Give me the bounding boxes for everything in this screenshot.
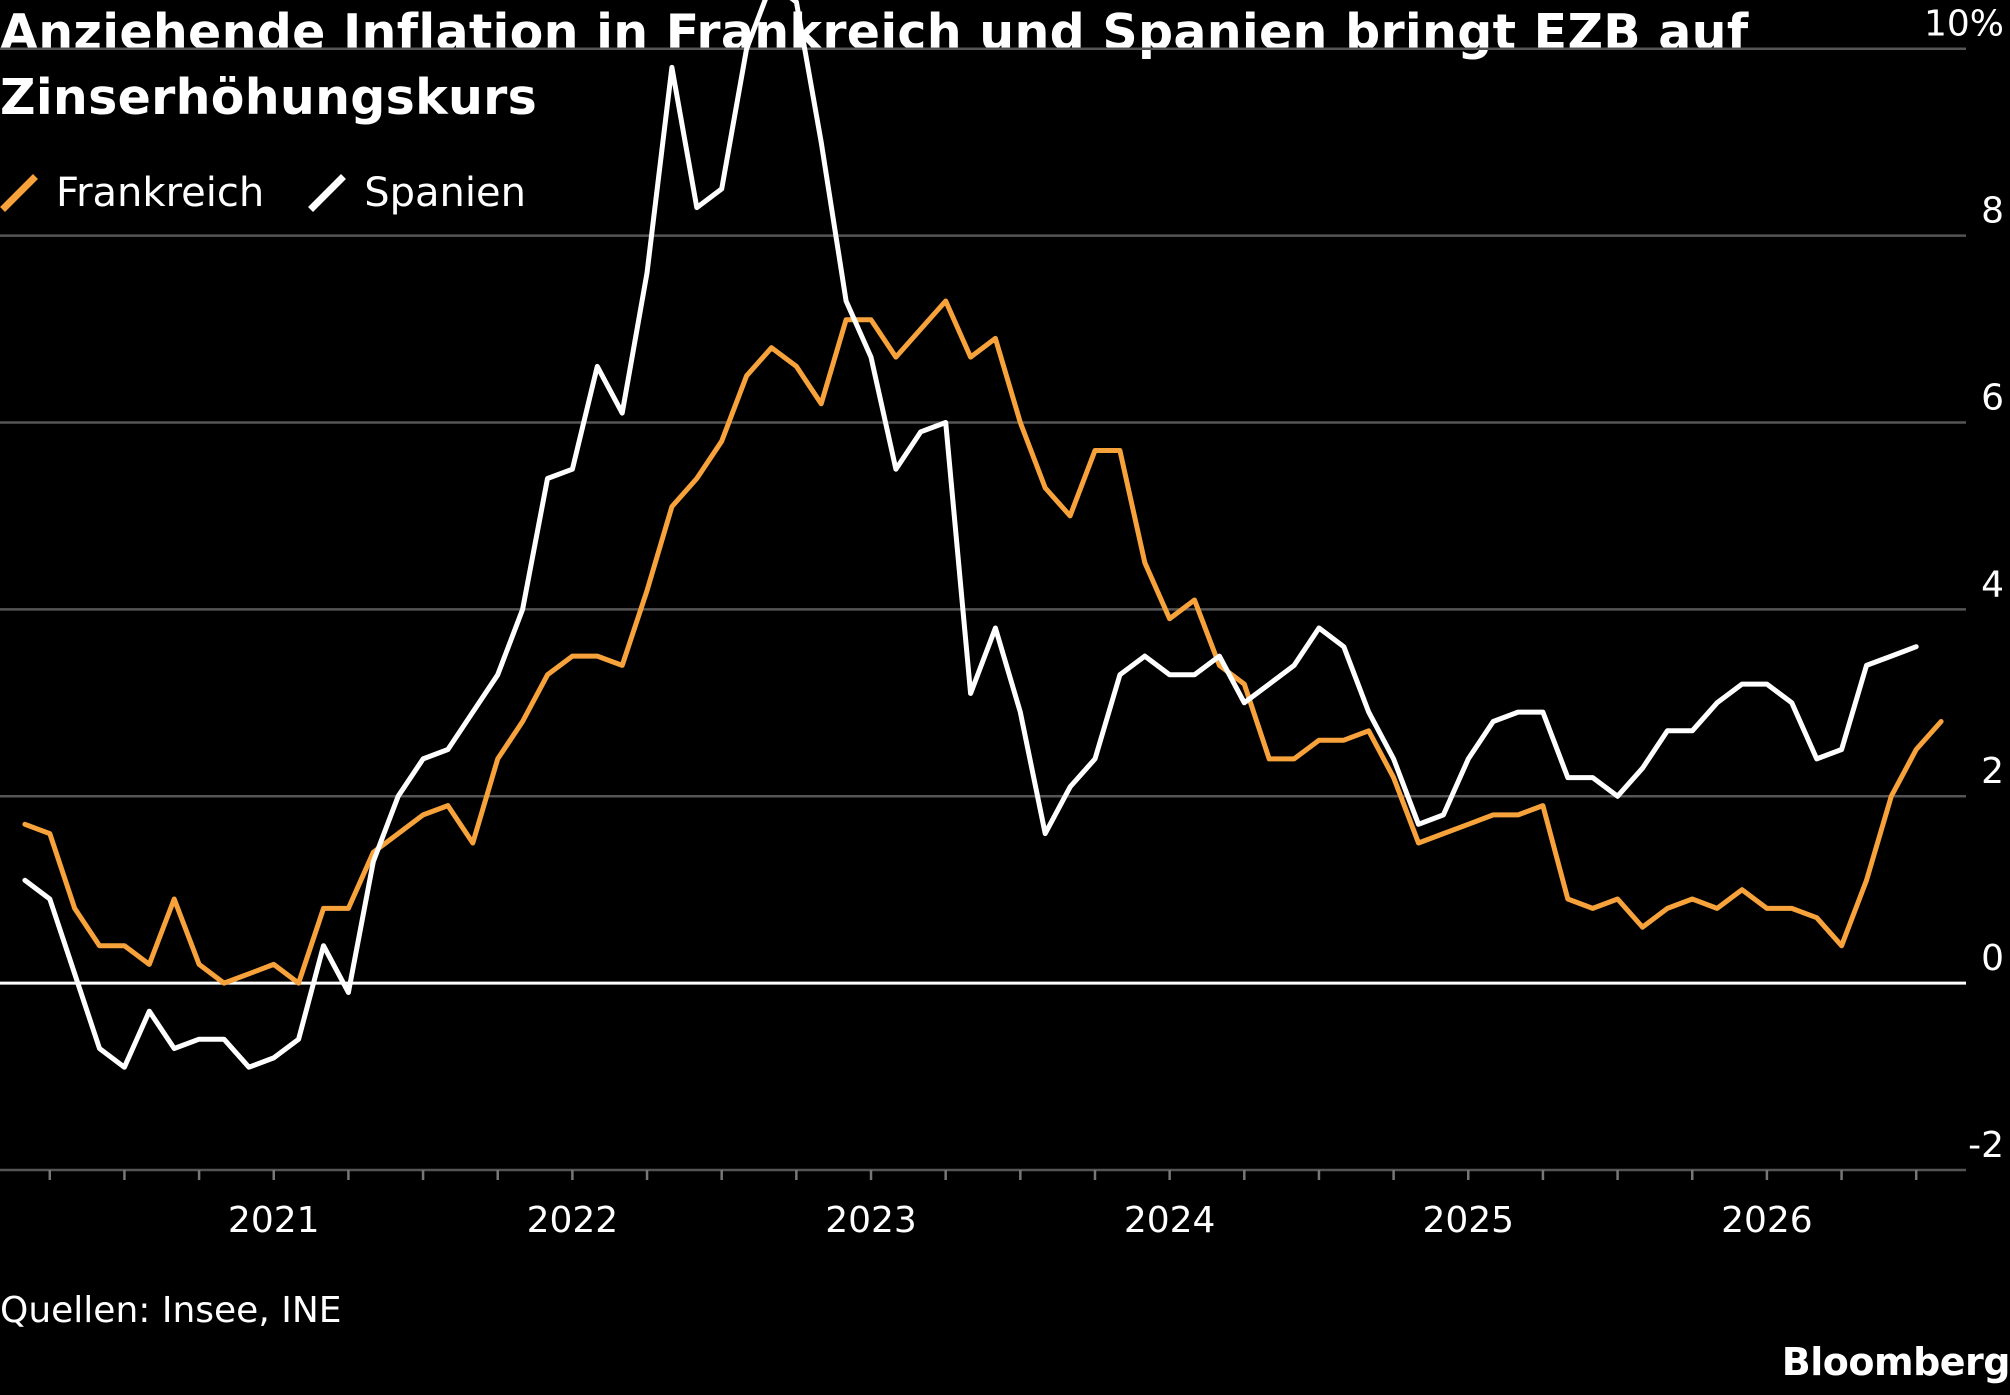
y-axis-labels: 10% 8 6 4 2 0 -2 <box>1924 4 2004 1166</box>
x-tick-label: 2026 <box>1721 1200 1813 1241</box>
y-tick-label: 4 <box>1981 564 2004 605</box>
legend-item-spanien: Spanien <box>308 170 526 216</box>
legend-label-frankreich: Frankreich <box>56 170 265 216</box>
y-tick-label: 0 <box>1981 938 2004 979</box>
grid-lines <box>0 47 1966 1172</box>
x-tick-label: 2023 <box>825 1200 917 1241</box>
y-tick-label: 2 <box>1981 751 2004 792</box>
x-axis: 2021 2022 2023 2024 2025 2026 <box>48 1170 1918 1241</box>
x-tick-label: 2025 <box>1422 1200 1514 1241</box>
series-line-spanien <box>22 0 1919 1070</box>
x-tick-label: 2024 <box>1124 1200 1216 1241</box>
bloomberg-logo: Bloomberg <box>1781 1340 2010 1384</box>
y-tick-label: 10% <box>1924 4 2004 45</box>
y-tick-label: -2 <box>1968 1125 2004 1166</box>
legend: Frankreich Spanien <box>0 165 526 221</box>
x-tick-label: 2021 <box>228 1200 320 1241</box>
x-tick-label: 2022 <box>527 1200 619 1241</box>
legend-item-frankreich: Frankreich <box>0 170 264 216</box>
series-line-frankreich <box>22 298 1944 986</box>
legend-label-spanien: Spanien <box>364 170 526 216</box>
legend-swatch-spanien <box>308 174 347 212</box>
y-tick-label: 6 <box>1981 377 2004 418</box>
source-note: Quellen: Insee, INE <box>0 1290 342 1331</box>
series-lines <box>22 0 1944 1070</box>
legend-swatch-frankreich <box>0 174 38 212</box>
chart-title: Anziehende Inflation in Frankreich und S… <box>0 4 1749 126</box>
y-tick-label: 8 <box>1981 191 2004 232</box>
